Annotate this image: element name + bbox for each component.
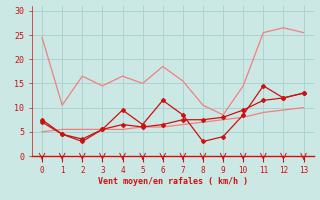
X-axis label: Vent moyen/en rafales ( km/h ): Vent moyen/en rafales ( km/h ) [98, 177, 248, 186]
